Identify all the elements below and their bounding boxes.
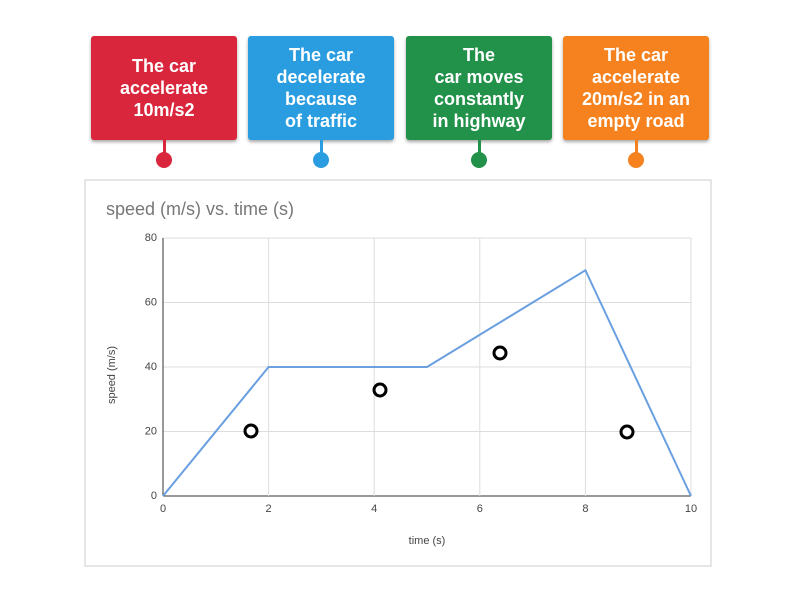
card-text: of traffic — [285, 111, 357, 131]
card-text: in highway — [432, 111, 526, 131]
card-stem — [634, 140, 638, 154]
card-text: accelerate — [119, 78, 209, 98]
card-pin — [313, 152, 329, 168]
card-text: 10m/s2 — [133, 100, 195, 120]
x-axis-label: time (s) — [409, 535, 446, 547]
card-text: 20m/s2 in an — [581, 89, 691, 109]
drop-target[interactable] — [243, 423, 259, 439]
x-tick-label: 4 — [371, 503, 377, 515]
label-card[interactable]: The car accelerate 10m/s2 — [91, 36, 237, 140]
card-text: car moves — [434, 67, 524, 87]
drop-target[interactable] — [492, 345, 508, 361]
card-pin — [156, 152, 172, 168]
card-stem — [477, 140, 481, 154]
x-tick-label: 6 — [477, 503, 483, 515]
x-tick-label: 0 — [160, 503, 166, 515]
chart-title: speed (m/s) vs. time (s) — [106, 199, 294, 219]
card-text: The car — [288, 45, 354, 65]
card-text: accelerate — [591, 67, 681, 87]
card-text: empty road — [587, 111, 685, 131]
y-tick-label: 0 — [151, 490, 157, 502]
y-tick-label: 80 — [145, 232, 157, 244]
card-text: The car — [131, 56, 197, 76]
card-stem — [319, 140, 323, 154]
card-stem — [162, 140, 166, 154]
x-tick-label: 8 — [582, 503, 588, 515]
y-tick-label: 40 — [145, 361, 157, 373]
card-pin — [471, 152, 487, 168]
chart-frame — [84, 179, 712, 567]
x-tick-label: 10 — [685, 503, 697, 515]
y-tick-label: 20 — [145, 425, 157, 437]
label-card[interactable]: The car accelerate 20m/s2 in an empty road — [563, 36, 709, 140]
y-tick-label: 60 — [145, 296, 157, 308]
card-text: because — [284, 89, 358, 109]
y-axis-label: speed (m/s) — [106, 346, 118, 404]
card-text: constantly — [433, 89, 525, 109]
x-tick-label: 2 — [266, 503, 272, 515]
drop-target[interactable] — [619, 424, 635, 440]
card-pin — [628, 152, 644, 168]
card-text: The car — [603, 45, 669, 65]
label-card[interactable]: The car decelerate because of traffic — [248, 36, 394, 140]
card-text: The — [462, 45, 495, 65]
data-line — [162, 268, 692, 497]
card-text: decelerate — [276, 67, 366, 87]
label-card[interactable]: The car moves constantly in highway — [406, 36, 552, 140]
drop-target[interactable] — [372, 382, 388, 398]
